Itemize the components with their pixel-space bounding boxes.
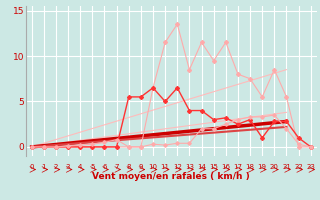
X-axis label: Vent moyen/en rafales ( km/h ): Vent moyen/en rafales ( km/h ) <box>92 172 250 181</box>
